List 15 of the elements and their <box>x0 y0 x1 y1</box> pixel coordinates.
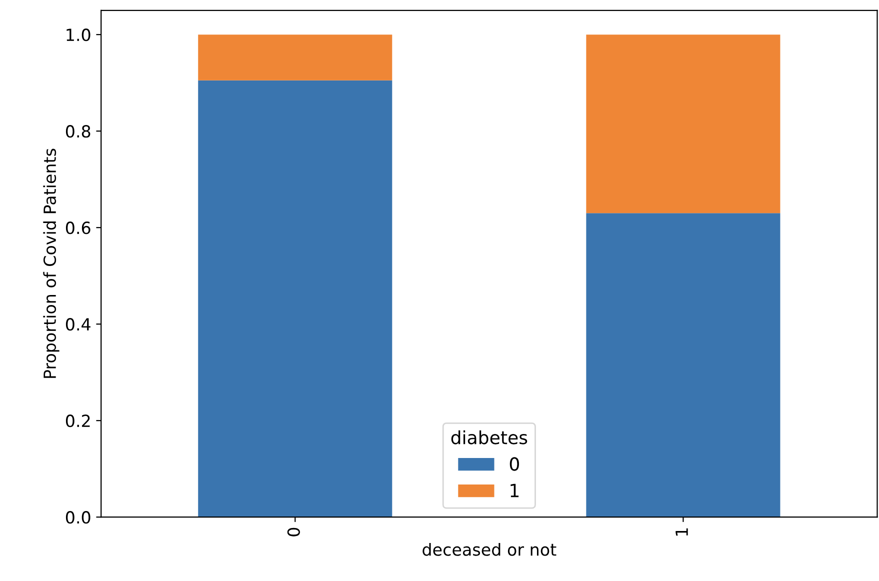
bar <box>198 80 392 518</box>
y-tick-label: 0.4 <box>66 318 90 331</box>
bar <box>586 34 780 214</box>
legend-label: 1 <box>510 484 519 498</box>
y-tick-label: 0.0 <box>66 511 90 524</box>
y-tick-label: 0.2 <box>66 414 90 428</box>
x-axis-title: deceased or not <box>422 542 556 556</box>
bar <box>198 34 392 80</box>
legend-title: diabetes <box>451 430 528 444</box>
y-tick-label: 0.6 <box>66 222 90 234</box>
y-axis-title: Proportion of Covid Patients <box>43 148 60 378</box>
bar <box>586 213 780 518</box>
y-tick-label: 0.8 <box>66 125 90 138</box>
y-tick-label: 1.0 <box>66 28 90 42</box>
legend-label: 0 <box>510 457 519 471</box>
